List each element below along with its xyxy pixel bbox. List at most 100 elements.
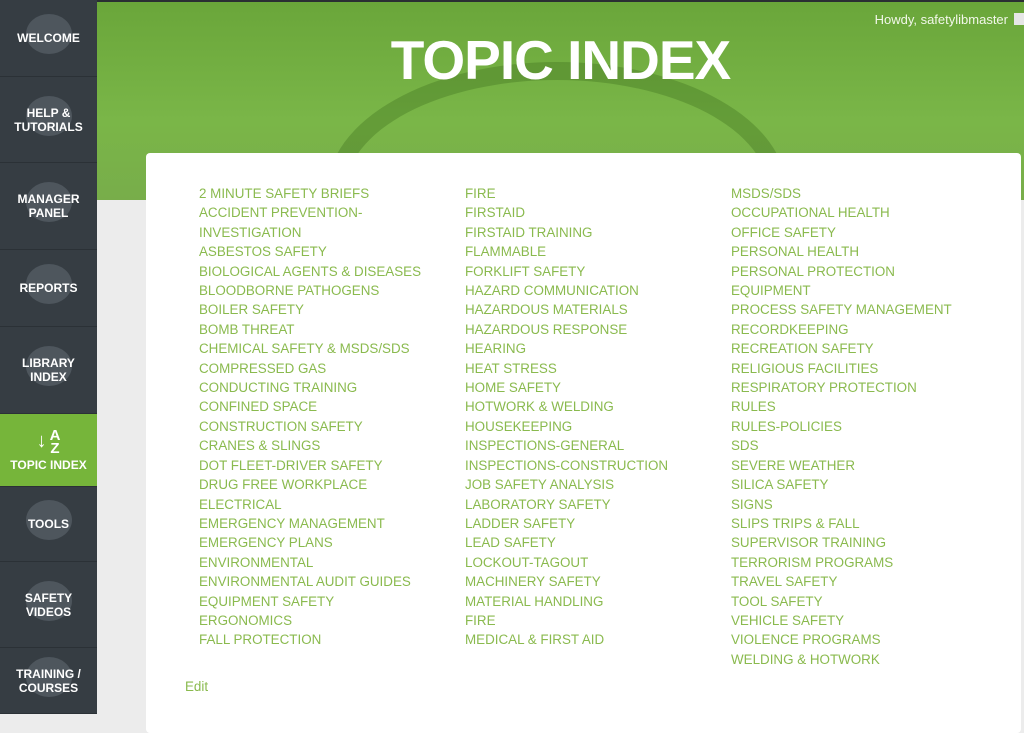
topic-link[interactable]: LOCKOUT-TAGOUT (465, 554, 589, 570)
wrench-icon (25, 500, 72, 540)
topic-link[interactable]: LEAD SAFETY (465, 535, 556, 551)
topic-link[interactable]: PERSONAL PROTECTION EQUIPMENT (731, 263, 895, 299)
topic-link[interactable]: FIRSTAID (465, 205, 526, 221)
topic-link[interactable]: CHEMICAL SAFETY & MSDS/SDS (199, 341, 410, 357)
topic-link[interactable]: BOMB THREAT (199, 321, 295, 337)
users-icon (25, 182, 72, 222)
topic-link[interactable]: TOOL SAFETY (731, 593, 823, 609)
topic-link[interactable]: MSDS/SDS (731, 186, 801, 201)
sidebar-item-label: WELCOME (17, 31, 80, 45)
topic-link[interactable]: JOB SAFETY ANALYSIS (465, 477, 615, 493)
topic-link[interactable]: PROCESS SAFETY MANAGEMENT (731, 302, 952, 318)
topic-link[interactable]: MATERIAL HANDLING (465, 593, 604, 609)
topic-link[interactable]: RECREATION SAFETY (731, 341, 874, 357)
topic-link[interactable]: INSPECTIONS-GENERAL (465, 438, 625, 454)
topic-link[interactable]: RELIGIOUS FACILITIES (731, 360, 879, 376)
topic-link[interactable]: MEDICAL & FIRST AID (465, 632, 605, 648)
topic-link[interactable]: FALL PROTECTION (199, 632, 322, 648)
arrow-down-icon: ↓ (36, 430, 47, 452)
topic-link[interactable]: ASBESTOS SAFETY (199, 244, 327, 260)
topic-link[interactable]: HAZARD COMMUNICATION (465, 283, 639, 299)
sidebar-item-label: MANAGER PANEL (17, 192, 80, 220)
topic-link[interactable]: DRUG FREE WORKPLACE (199, 477, 368, 493)
topic-link[interactable]: HAZARDOUS MATERIALS (465, 302, 628, 318)
topic-link[interactable]: SLIPS TRIPS & FALL (731, 515, 860, 531)
topic-link[interactable]: ENVIRONMENTAL (199, 554, 314, 570)
topic-link[interactable]: OFFICE SAFETY (731, 224, 836, 240)
topic-link[interactable]: CONSTRUCTION SAFETY (199, 418, 363, 434)
sidebar-item-topic-index[interactable]: ↓ A Z TOPIC INDEX (0, 414, 97, 487)
topic-link[interactable]: OCCUPATIONAL HEALTH (731, 205, 890, 221)
topic-link[interactable]: HOUSEKEEPING (465, 418, 573, 434)
topic-column-3: MSDS/SDS OCCUPATIONAL HEALTH OFFICE SAFETY… (731, 184, 952, 669)
topic-link[interactable]: EMERGENCY PLANS (199, 535, 333, 551)
user-greeting[interactable]: Howdy, safetylibmaster (874, 12, 1008, 27)
topic-link[interactable]: HOME SAFETY (465, 380, 561, 396)
topic-link[interactable]: BLOODBORNE PATHOGENS (199, 283, 380, 299)
topic-link[interactable]: HAZARDOUS RESPONSE (465, 321, 628, 337)
topic-link[interactable]: HEARING (465, 341, 527, 357)
topic-link[interactable]: FLAMMABLE (465, 244, 547, 260)
sidebar-item-label: REPORTS (19, 281, 78, 295)
topic-link[interactable]: PERSONAL HEALTH (731, 244, 859, 260)
topic-link[interactable]: HOTWORK & WELDING (465, 399, 614, 415)
sidebar-item-label: TOPIC INDEX (10, 457, 87, 472)
book-icon (25, 346, 72, 386)
sidebar-item-tools[interactable]: TOOLS (0, 487, 97, 562)
topic-link[interactable]: LADDER SAFETY (465, 515, 576, 531)
topic-link[interactable]: DOT FLEET-DRIVER SAFETY (199, 457, 383, 473)
help-icon (25, 95, 72, 136)
edit-link[interactable]: Edit (185, 679, 209, 694)
topic-link[interactable]: RESPIRATORY PROTECTION (731, 380, 917, 396)
topic-link[interactable]: INSPECTIONS-CONSTRUCTION (465, 457, 669, 473)
topic-link[interactable]: HEAT STRESS (465, 360, 557, 376)
topic-link[interactable]: FIRE (465, 612, 496, 628)
topic-link[interactable]: BOILER SAFETY (199, 302, 304, 318)
topic-link[interactable]: COMPRESSED GAS (199, 360, 327, 376)
topic-link[interactable]: RULES (731, 399, 776, 415)
topic-link[interactable]: RULES-POLICIES (731, 418, 842, 434)
pie-chart-icon (25, 264, 72, 304)
topic-link[interactable]: VIOLENCE PROGRAMS (731, 632, 881, 648)
sidebar-item-library-index[interactable]: LIBRARY INDEX (0, 327, 97, 414)
topic-link[interactable]: LABORATORY SAFETY (465, 496, 611, 512)
topic-link[interactable]: TERRORISM PROGRAMS (731, 554, 894, 570)
graduation-cap-icon (25, 656, 72, 697)
topic-link[interactable]: VEHICLE SAFETY (731, 612, 845, 628)
topic-link[interactable]: ACCIDENT PREVENTION- INVESTIGATION (199, 205, 363, 240)
topic-link[interactable]: SILICA SAFETY (731, 477, 829, 493)
topic-link[interactable]: SIGNS (731, 496, 773, 512)
avatar[interactable] (1014, 13, 1024, 25)
sidebar: WELCOME HELP & TUTORIALS MANAGER PANEL REPO… (0, 0, 97, 714)
topic-link[interactable]: FORKLIFT SAFETY (465, 263, 586, 279)
topic-link[interactable]: EMERGENCY MANAGEMENT (199, 515, 385, 531)
topic-link[interactable]: ENVIRONMENTAL AUDIT GUIDES (199, 574, 411, 590)
sidebar-item-label: TRAINING / COURSES (16, 666, 81, 695)
topic-link[interactable]: CONFINED SPACE (199, 399, 318, 415)
topic-link[interactable]: RECORDKEEPING (731, 321, 849, 337)
topic-link[interactable]: TRAVEL SAFETY (731, 574, 838, 590)
topic-link[interactable]: SUPERVISOR TRAINING (731, 535, 887, 551)
topic-link[interactable]: 2 MINUTE SAFETY BRIEFS (199, 186, 370, 201)
topic-link[interactable]: BIOLOGICAL AGENTS & DISEASES (199, 263, 422, 279)
sidebar-item-welcome[interactable]: WELCOME (0, 0, 97, 77)
topic-link[interactable]: FIRE (465, 186, 496, 201)
sidebar-item-safety-videos[interactable]: SAFETY VIDEOS (0, 562, 97, 648)
sidebar-item-label: HELP & TUTORIALS (14, 105, 83, 134)
topic-index-card: 2 MINUTE SAFETY BRIEFS ACCIDENT PREVENTIO… (146, 153, 1021, 733)
topic-link[interactable]: ERGONOMICS (199, 612, 292, 628)
topic-link[interactable]: SEVERE WEATHER (731, 457, 856, 473)
topic-link[interactable]: EQUIPMENT SAFETY (199, 593, 335, 609)
topic-link[interactable]: ELECTRICAL (199, 496, 282, 512)
sort-az-icon: ↓ A Z (36, 428, 61, 456)
topic-link[interactable]: CONDUCTING TRAINING (199, 380, 358, 396)
topic-link[interactable]: MACHINERY SAFETY (465, 574, 601, 590)
sidebar-item-reports[interactable]: REPORTS (0, 250, 97, 327)
sidebar-item-training-courses[interactable]: TRAINING / COURSES (0, 648, 97, 714)
topic-link[interactable]: WELDING & HOTWORK (731, 651, 880, 667)
topic-link[interactable]: CRANES & SLINGS (199, 438, 321, 454)
sidebar-item-manager-panel[interactable]: MANAGER PANEL (0, 163, 97, 250)
sidebar-item-help-tutorials[interactable]: HELP & TUTORIALS (0, 77, 97, 163)
topic-link[interactable]: FIRSTAID TRAINING (465, 224, 593, 240)
topic-link[interactable]: SDS (731, 438, 759, 454)
